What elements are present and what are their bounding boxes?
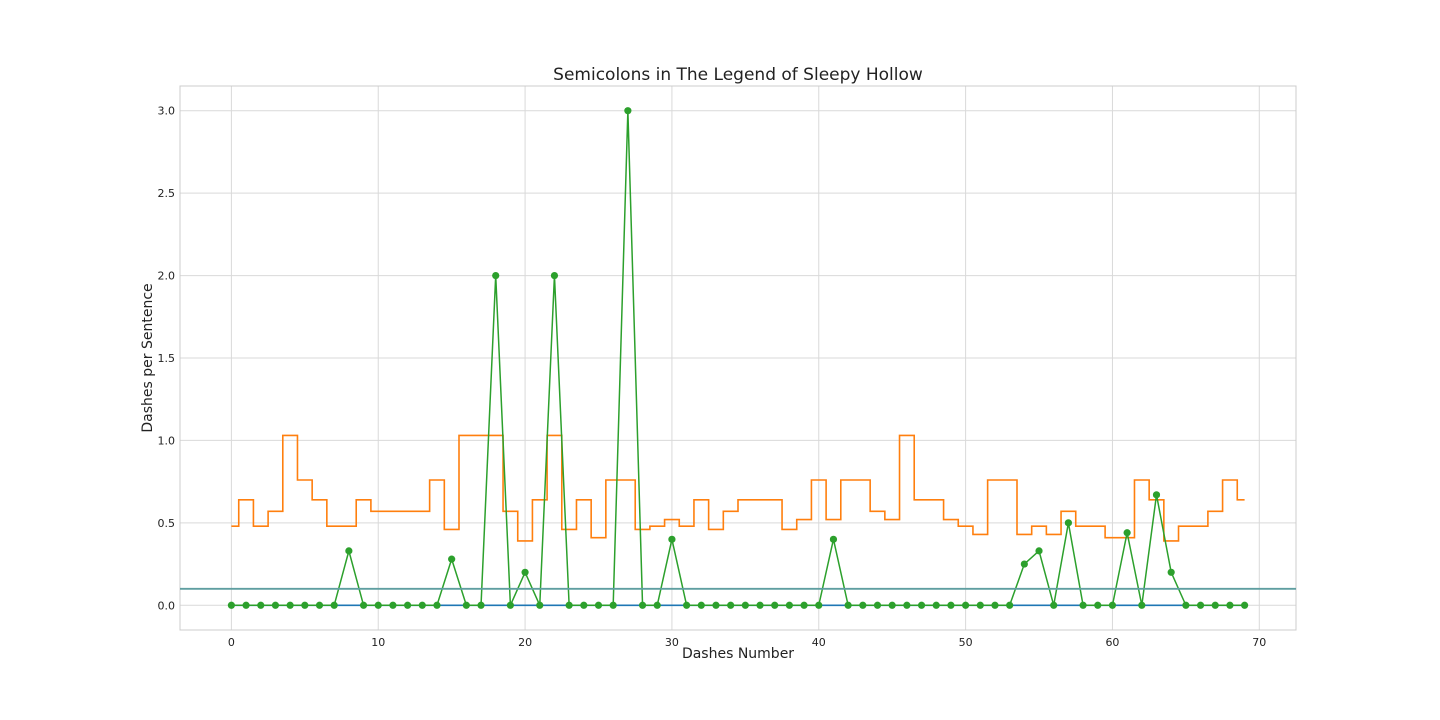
data-point bbox=[756, 601, 764, 609]
data-point bbox=[330, 601, 338, 609]
y-axis-label: Dashes per Sentence bbox=[140, 283, 156, 432]
data-point bbox=[815, 601, 823, 609]
data-point bbox=[638, 601, 647, 609]
data-point bbox=[624, 107, 632, 115]
data-point bbox=[932, 601, 940, 609]
data-point bbox=[389, 601, 397, 609]
data-point bbox=[315, 601, 324, 609]
x-tick-label: 40 bbox=[812, 636, 826, 649]
data-point bbox=[873, 601, 882, 609]
data-point bbox=[1064, 519, 1072, 527]
x-tick-label: 50 bbox=[959, 636, 973, 649]
data-point bbox=[1241, 601, 1249, 609]
data-point bbox=[271, 601, 280, 609]
data-point bbox=[741, 601, 749, 609]
data-point bbox=[433, 601, 441, 609]
data-point bbox=[374, 601, 382, 609]
data-point bbox=[1123, 529, 1131, 537]
data-point bbox=[550, 271, 559, 280]
y-axis-ticks: 0.0 0.5 1.0 1.5 2.0 2.5 3.0 bbox=[158, 105, 176, 613]
data-point bbox=[477, 601, 485, 609]
y-tick-label: 1.5 bbox=[158, 352, 176, 365]
y-tick-label: 0.5 bbox=[158, 517, 176, 530]
step-series-line bbox=[231, 434, 1245, 542]
data-point bbox=[257, 601, 265, 609]
plot-area-frame bbox=[179, 85, 1297, 631]
x-tick-label: 70 bbox=[1252, 636, 1266, 649]
data-point bbox=[962, 601, 970, 609]
data-point bbox=[976, 601, 984, 609]
y-tick-label: 2.5 bbox=[158, 187, 176, 200]
data-point bbox=[991, 601, 999, 609]
data-point bbox=[1167, 568, 1175, 576]
data-point bbox=[1006, 601, 1014, 609]
data-point bbox=[594, 601, 603, 609]
y-tick-label: 2.0 bbox=[158, 270, 176, 283]
data-point bbox=[1152, 491, 1161, 499]
y-tick-label: 1.0 bbox=[158, 434, 176, 447]
data-point bbox=[462, 601, 470, 609]
data-point bbox=[697, 601, 705, 609]
series-layer bbox=[180, 107, 1296, 609]
data-point bbox=[1226, 601, 1234, 609]
data-point bbox=[227, 601, 235, 609]
data-point bbox=[668, 535, 676, 543]
data-point bbox=[536, 601, 544, 609]
data-point bbox=[359, 601, 368, 609]
data-point bbox=[506, 601, 514, 609]
data-point bbox=[1138, 601, 1146, 609]
data-point bbox=[829, 535, 838, 543]
data-point bbox=[418, 601, 426, 609]
data-point bbox=[903, 601, 911, 609]
data-point bbox=[1211, 601, 1219, 609]
data-point bbox=[844, 601, 852, 609]
chart-title: Semicolons in The Legend of Sleepy Hollo… bbox=[553, 65, 923, 85]
data-point bbox=[1182, 601, 1190, 609]
data-point bbox=[565, 601, 573, 609]
x-axis-ticks: 0 10 20 30 40 50 60 70 bbox=[228, 636, 1266, 649]
data-point bbox=[1094, 601, 1102, 609]
data-point bbox=[404, 601, 412, 609]
x-tick-label: 60 bbox=[1105, 636, 1119, 649]
points-series-line bbox=[231, 110, 1245, 607]
data-point bbox=[580, 601, 588, 609]
data-point bbox=[609, 601, 617, 609]
data-point bbox=[1079, 601, 1087, 609]
data-point bbox=[1050, 601, 1058, 609]
data-point bbox=[242, 601, 250, 609]
y-tick-label: 0.0 bbox=[158, 599, 176, 612]
data-point bbox=[947, 601, 955, 609]
data-point bbox=[286, 601, 294, 609]
data-point bbox=[492, 271, 500, 280]
data-point bbox=[800, 601, 808, 609]
data-point bbox=[785, 601, 793, 609]
data-point bbox=[888, 601, 896, 609]
x-tick-label: 20 bbox=[518, 636, 532, 649]
data-point bbox=[712, 601, 720, 609]
data-point bbox=[1020, 560, 1028, 568]
data-point bbox=[653, 601, 661, 609]
data-point bbox=[345, 547, 353, 555]
data-point bbox=[448, 555, 456, 563]
data-point bbox=[301, 601, 309, 609]
x-tick-label: 30 bbox=[665, 636, 679, 649]
data-point bbox=[683, 601, 691, 609]
x-tick-label: 10 bbox=[371, 636, 385, 649]
data-point bbox=[917, 601, 926, 609]
data-point bbox=[1108, 601, 1117, 609]
data-point bbox=[727, 601, 735, 609]
data-point bbox=[1035, 547, 1043, 555]
data-point bbox=[521, 568, 529, 576]
x-axis-label: Dashes Number bbox=[682, 646, 794, 662]
x-tick-label: 0 bbox=[228, 636, 235, 649]
data-point bbox=[1196, 601, 1205, 609]
data-point bbox=[859, 601, 867, 609]
y-tick-label: 3.0 bbox=[158, 105, 176, 118]
grid bbox=[180, 86, 1296, 630]
data-point bbox=[771, 601, 779, 609]
